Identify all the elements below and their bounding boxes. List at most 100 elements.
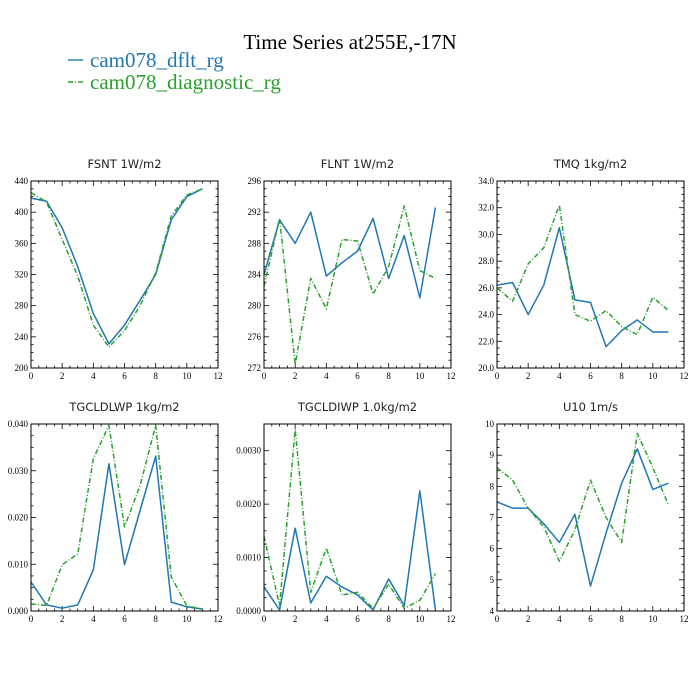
series-line-dflt-tmq [496, 227, 669, 348]
x-tick-label-tgcldiwp: 0 [262, 614, 267, 624]
x-tick-label-u10: 6 [588, 614, 593, 624]
x-tick-label-fsnt: 10 [182, 371, 192, 381]
y-tick-label-fsnt: 320 [15, 270, 29, 280]
x-tick-label-flnt: 6 [355, 371, 360, 381]
plot-frame-fsnt [30, 180, 219, 369]
chart-panel-fsnt: FSNT 1W/m2 0 2 4 6 8 10 12 200 240 280 320 360 400 440 [15, 157, 223, 381]
x-tick-label-tmq: 4 [557, 371, 562, 381]
y-tick-label-tmq: 32.0 [478, 203, 494, 213]
x-tick-label-flnt: 12 [447, 371, 456, 381]
y-tick-label-tmq: 30.0 [478, 229, 494, 239]
chart-panel-u10: U10 1m/s 0 2 4 6 8 10 12 4 5 6 7 8 9 10 [485, 400, 689, 624]
x-tick-label-tgcldlwp: 8 [153, 614, 158, 624]
plot-frame-tmq [496, 180, 685, 369]
x-tick-label-fsnt: 12 [214, 371, 223, 381]
panel-title-u10: U10 1m/s [563, 400, 618, 414]
panel-title-flnt: FLNT 1W/m2 [321, 157, 394, 171]
x-tick-label-tgcldiwp: 4 [324, 614, 329, 624]
y-tick-label-tmq: 20.0 [478, 363, 494, 373]
x-tick-label-flnt: 2 [293, 371, 298, 381]
chart-panel-flnt: FLNT 1W/m2 0 2 4 6 8 10 12 272 276 280 284 288 292 296 [248, 157, 456, 381]
y-tick-label-tmq: 24.0 [478, 310, 494, 320]
x-tick-label-tmq: 10 [648, 371, 658, 381]
y-tick-label-tgcldlwp: 0.030 [8, 466, 29, 476]
x-tick-label-tgcldlwp: 4 [91, 614, 96, 624]
legend: cam078_dflt_rg cam078_diagnostic_rg [68, 48, 281, 94]
series-line-dflt-u10 [496, 448, 669, 587]
series-line-dflt-tgcldlwp [30, 455, 203, 610]
legend-label-dflt: cam078_dflt_rg [90, 48, 224, 72]
y-tick-label-flnt: 292 [248, 207, 262, 217]
x-tick-label-tgcldlwp: 0 [29, 614, 34, 624]
series-line-dflt-flnt [263, 207, 437, 299]
x-tick-label-tgcldiwp: 2 [293, 614, 298, 624]
y-tick-label-fsnt: 400 [15, 207, 29, 217]
x-tick-label-tgcldiwp: 6 [355, 614, 360, 624]
plot-frame-flnt [263, 180, 452, 369]
x-tick-label-tgcldlwp: 2 [60, 614, 65, 624]
y-tick-label-tgcldiwp: 0.0010 [236, 553, 261, 563]
plot-frame-u10 [496, 423, 685, 612]
series-line-diagnostic-u10 [496, 432, 670, 562]
x-tick-label-u10: 8 [619, 614, 624, 624]
y-tick-label-flnt: 288 [248, 238, 262, 248]
panel-title-tgcldiwp: TGCLDIWP 1.0kg/m2 [297, 400, 417, 414]
x-tick-label-flnt: 0 [262, 371, 267, 381]
y-tick-label-flnt: 280 [248, 301, 262, 311]
y-tick-label-tgcldlwp: 0.020 [8, 513, 29, 523]
x-tick-label-tgcldiwp: 8 [386, 614, 391, 624]
panel-title-tgcldlwp: TGCLDLWP 1kg/m2 [68, 400, 179, 414]
y-tick-label-tmq: 28.0 [478, 256, 494, 266]
y-tick-label-tgcldlwp: 0.000 [8, 606, 29, 616]
x-tick-label-tgcldlwp: 10 [182, 614, 192, 624]
y-tick-label-tgcldlwp: 0.040 [8, 419, 29, 429]
series-line-diagnostic-tmq [496, 204, 669, 336]
y-tick-label-u10: 5 [490, 575, 495, 585]
x-tick-label-u10: 4 [557, 614, 562, 624]
series-line-dflt-tgcldiwp [263, 490, 437, 611]
x-tick-label-flnt: 8 [386, 371, 391, 381]
x-tick-label-tmq: 6 [588, 371, 593, 381]
y-tick-label-tgcldlwp: 0.010 [8, 559, 29, 569]
x-tick-label-u10: 2 [526, 614, 531, 624]
x-tick-label-flnt: 10 [415, 371, 425, 381]
plot-frame-tgcldlwp [30, 423, 219, 612]
y-tick-label-flnt: 284 [248, 270, 262, 280]
series-line-diagnostic-flnt [263, 205, 436, 365]
x-tick-label-tgcldiwp: 12 [447, 614, 456, 624]
series-line-diagnostic-fsnt [30, 188, 203, 348]
x-tick-label-fsnt: 0 [29, 371, 34, 381]
y-tick-label-tmq: 26.0 [478, 283, 494, 293]
y-tick-label-u10: 8 [490, 481, 495, 491]
x-tick-label-fsnt: 6 [122, 371, 127, 381]
legend-label-diagnostic: cam078_diagnostic_rg [90, 70, 281, 94]
x-tick-label-fsnt: 4 [91, 371, 96, 381]
y-tick-label-fsnt: 240 [15, 332, 29, 342]
y-tick-label-fsnt: 440 [15, 176, 29, 186]
series-line-diagnostic-tgcldiwp [263, 428, 437, 610]
y-tick-label-tgcldiwp: 0.0030 [236, 446, 261, 456]
x-tick-label-fsnt: 8 [153, 371, 158, 381]
chart-panel-tgcldlwp: TGCLDLWP 1kg/m2 0 2 4 6 8 10 12 0.000 0.010 0.020 0… [8, 400, 223, 624]
y-tick-label-u10: 7 [490, 513, 495, 523]
y-tick-label-flnt: 276 [248, 332, 262, 342]
chart-panel-tmq: TMQ 1kg/m2 0 2 4 6 8 10 12 20.0 22.0 24.0 26.0 28.0 3… [478, 157, 688, 381]
x-tick-label-u10: 0 [495, 614, 500, 624]
chart-panels: FSNT 1W/m20 2 4 6 8 10 12200240280320360400440… [8, 157, 689, 624]
y-tick-label-tgcldiwp: 0.0000 [236, 606, 261, 616]
chart-panel-tgcldiwp: TGCLDIWP 1.0kg/m2 0 2 4 6 8 10 12 0.0000 0.0010 0.… [236, 400, 455, 624]
y-tick-label-u10: 9 [490, 450, 495, 460]
series-line-dflt-fsnt [30, 188, 203, 345]
y-tick-label-u10: 4 [490, 606, 495, 616]
y-tick-label-tgcldiwp: 0.0020 [236, 499, 261, 509]
x-tick-label-tgcldlwp: 6 [122, 614, 127, 624]
panel-title-tmq: TMQ 1kg/m2 [553, 157, 627, 171]
panel-title-fsnt: FSNT 1W/m2 [87, 157, 161, 171]
x-tick-label-tgcldlwp: 12 [214, 614, 223, 624]
series-line-diagnostic-tgcldlwp [30, 424, 203, 610]
y-tick-label-tmq: 34.0 [478, 176, 494, 186]
x-tick-label-tgcldiwp: 10 [415, 614, 425, 624]
y-tick-label-u10: 6 [490, 544, 495, 554]
plot-frame-tgcldiwp [263, 423, 452, 612]
